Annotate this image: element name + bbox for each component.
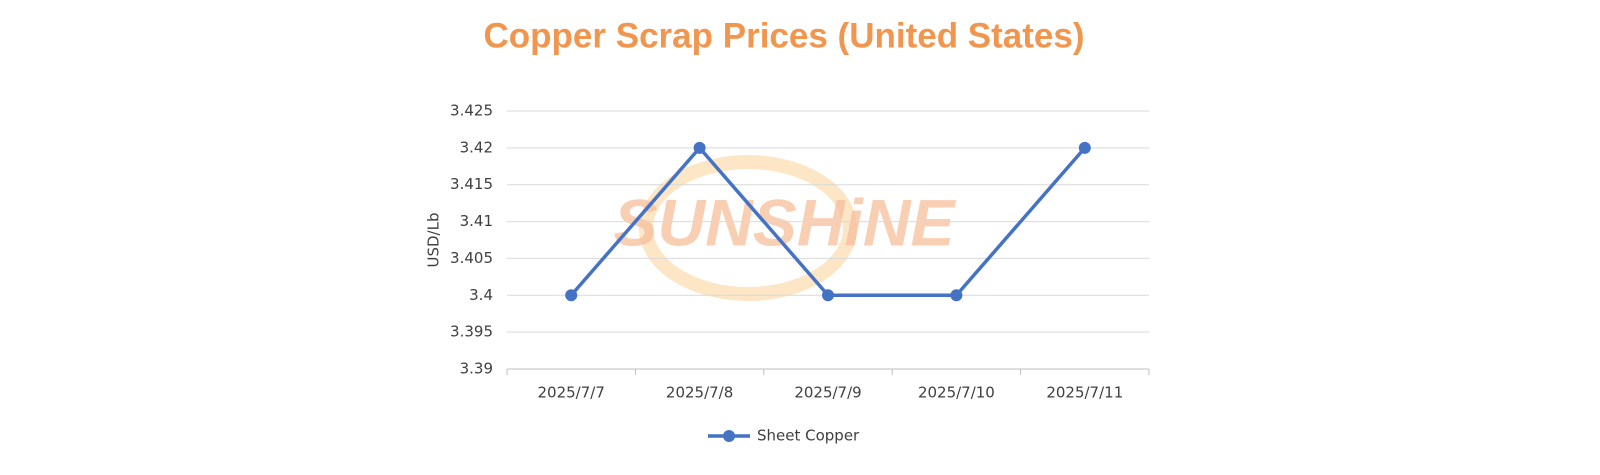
y-tick-label: 3.425 [450, 102, 493, 120]
x-tick-label: 2025/7/11 [1046, 384, 1123, 402]
y-tick-label: 3.42 [460, 138, 493, 156]
watermark-ring [639, 155, 857, 301]
y-tick-label: 3.405 [450, 249, 493, 267]
y-axis-label: USD/Lb [425, 213, 443, 268]
point [1078, 141, 1091, 154]
point [822, 289, 834, 302]
x-tick-label: 2025/7/8 [666, 384, 733, 402]
y-tick-label: 3.395 [450, 323, 493, 341]
point [693, 141, 706, 154]
point [950, 289, 963, 302]
y-tick-label: 3.41 [460, 212, 493, 230]
x-tick-label: 2025/7/7 [538, 384, 605, 402]
x-tick-label: 2025/7/10 [918, 384, 995, 402]
legend-marker [723, 430, 735, 442]
y-tick-label: 3.4 [469, 286, 493, 304]
y-tick-label: 3.39 [460, 360, 493, 378]
point [565, 289, 578, 302]
x-tick-label: 2025/7/9 [794, 384, 861, 402]
legend-label: Sheet Copper [757, 427, 860, 445]
chart-title: Copper Scrap Prices (United States) [484, 16, 1085, 55]
y-tick-label: 3.415 [450, 175, 493, 193]
